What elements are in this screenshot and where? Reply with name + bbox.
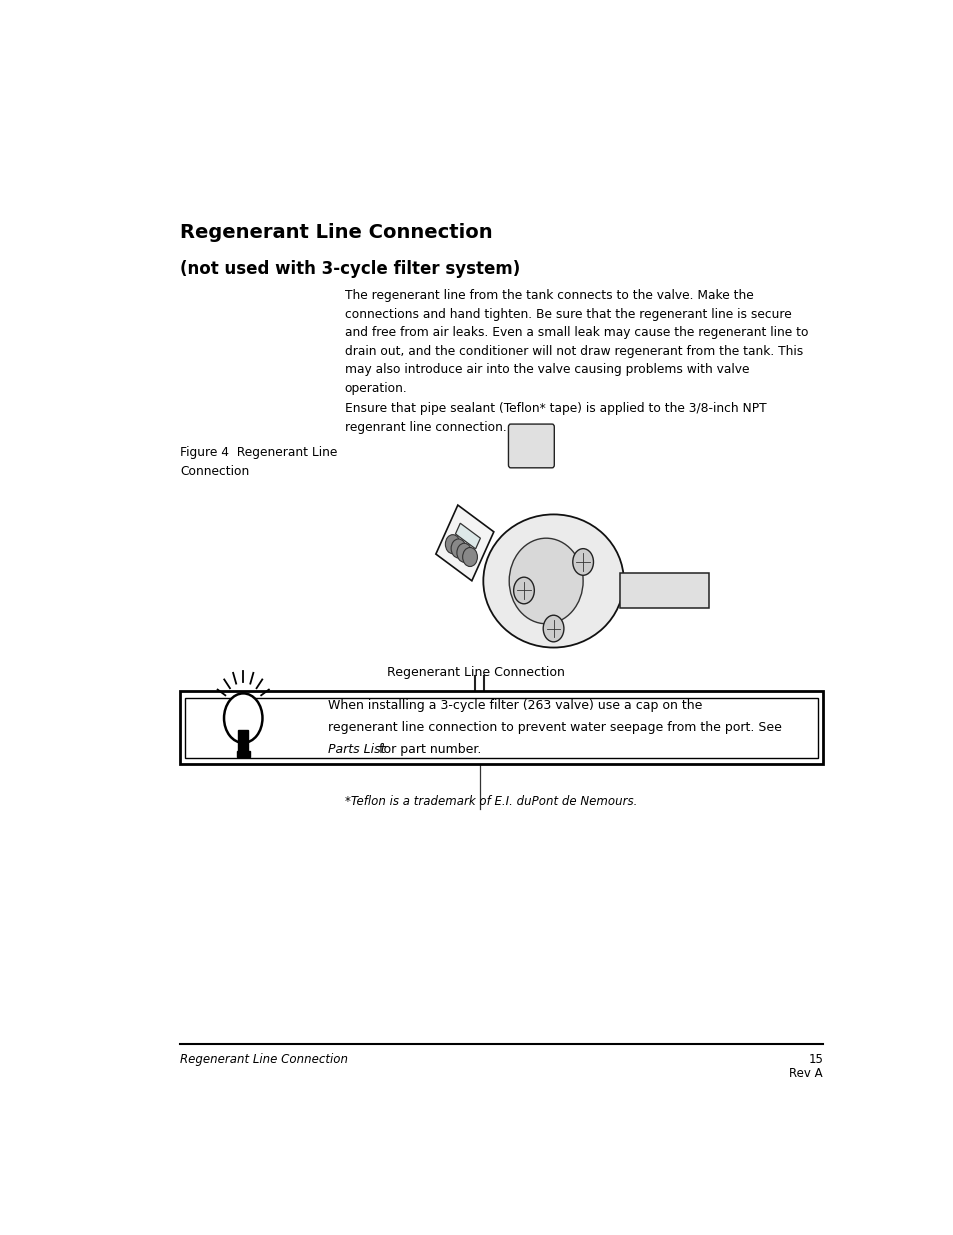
FancyBboxPatch shape — [508, 424, 554, 468]
Text: Regenerant Line Connection: Regenerant Line Connection — [180, 1053, 348, 1066]
Text: (not used with 3-cycle filter system): (not used with 3-cycle filter system) — [180, 259, 519, 278]
Bar — [236, 751, 250, 757]
Text: 15: 15 — [807, 1053, 822, 1066]
Text: regenerant line connection to prevent water seepage from the port. See: regenerant line connection to prevent wa… — [328, 721, 781, 734]
Circle shape — [224, 693, 262, 742]
Text: *Teflon is a trademark of E.I. duPont de Nemours.: *Teflon is a trademark of E.I. duPont de… — [344, 795, 637, 808]
Bar — [238, 730, 248, 751]
Bar — [180, 692, 822, 764]
Ellipse shape — [509, 538, 582, 624]
Ellipse shape — [483, 515, 623, 647]
Text: Rev A: Rev A — [789, 1067, 822, 1079]
Text: Parts List: Parts List — [328, 743, 386, 756]
Circle shape — [462, 547, 476, 567]
Text: for part number.: for part number. — [375, 743, 481, 756]
Text: When installing a 3-cycle filter (263 valve) use a cap on the: When installing a 3-cycle filter (263 va… — [328, 699, 702, 713]
Text: The regenerant line from the tank connects to the valve. Make the
connections an: The regenerant line from the tank connec… — [344, 289, 807, 395]
Text: Regenerant Line Connection: Regenerant Line Connection — [386, 666, 564, 679]
Circle shape — [445, 535, 459, 553]
Circle shape — [456, 543, 471, 562]
Circle shape — [451, 538, 465, 558]
Circle shape — [572, 548, 593, 576]
Text: Figure 4  Regenerant Line
Connection: Figure 4 Regenerant Line Connection — [180, 446, 337, 478]
Polygon shape — [436, 505, 494, 580]
Bar — [185, 698, 817, 757]
Polygon shape — [455, 524, 480, 548]
Text: Regenerant Line Connection: Regenerant Line Connection — [180, 222, 492, 242]
Text: Ensure that pipe sealant (Teflon* tape) is applied to the 3/8-inch NPT
regenrant: Ensure that pipe sealant (Teflon* tape) … — [344, 403, 765, 433]
Circle shape — [513, 577, 534, 604]
FancyBboxPatch shape — [619, 573, 708, 608]
Circle shape — [542, 615, 563, 642]
